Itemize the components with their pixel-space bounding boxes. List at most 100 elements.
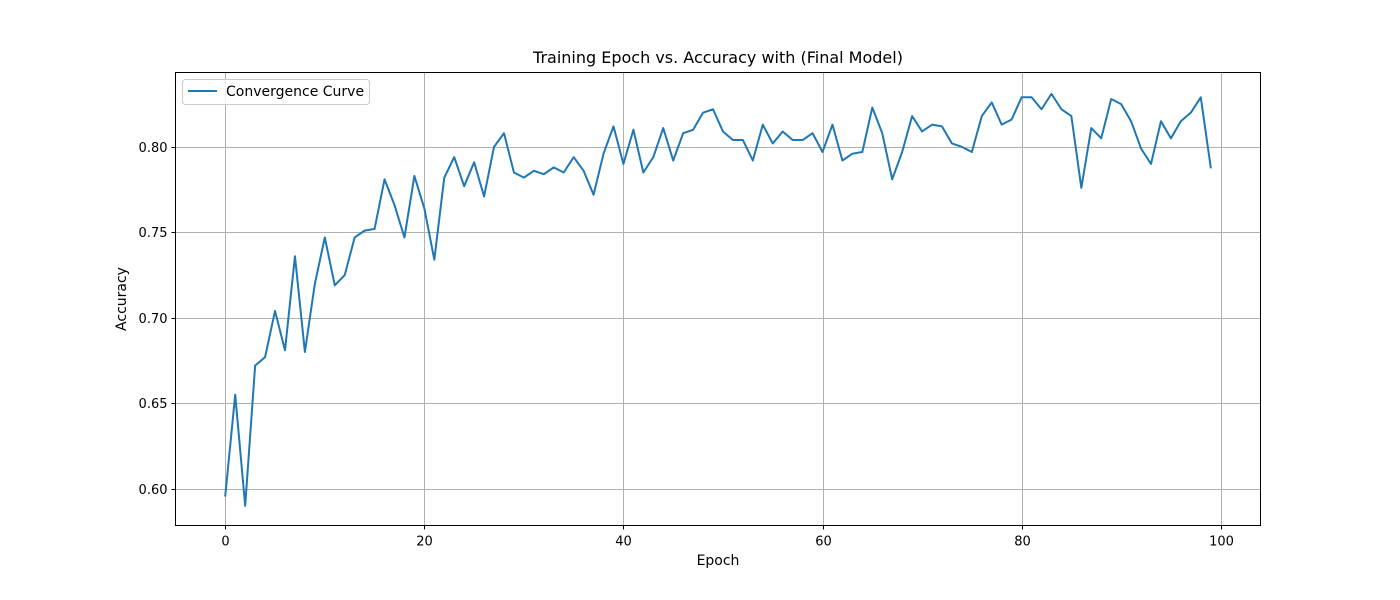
data-point: [463, 185, 465, 187]
plot-frame: [175, 72, 1261, 526]
data-point: [812, 132, 814, 134]
x-tick-label: 80: [1014, 535, 1031, 550]
data-point: [682, 132, 684, 134]
x-tick-label: 0: [221, 535, 229, 550]
data-point: [453, 156, 455, 158]
chart-title: Training Epoch vs. Accuracy with (Final …: [532, 48, 903, 67]
y-tick-label: 0.80: [139, 141, 168, 156]
data-point: [483, 195, 485, 197]
data-point: [1140, 148, 1142, 150]
data-point: [1060, 108, 1062, 110]
data-point: [354, 236, 356, 238]
data-point: [1170, 137, 1172, 139]
series-layer: [224, 92, 1212, 507]
data-point: [1080, 187, 1082, 189]
data-point: [841, 160, 843, 162]
data-point: [772, 142, 774, 144]
data-point: [632, 129, 634, 131]
data-point: [1001, 124, 1003, 126]
data-point: [364, 230, 366, 232]
data-point: [612, 125, 614, 127]
legend-label: Convergence Curve: [226, 84, 364, 100]
data-point: [672, 160, 674, 162]
data-point: [921, 130, 923, 132]
data-point: [702, 112, 704, 114]
data-point: [742, 139, 744, 141]
data-point: [881, 132, 883, 134]
data-point: [274, 310, 276, 312]
data-point: [1050, 93, 1052, 95]
data-point: [861, 151, 863, 153]
grid-lines: [175, 72, 1261, 526]
data-point: [1090, 127, 1092, 129]
data-point: [1070, 115, 1072, 117]
data-point: [1011, 119, 1013, 121]
data-point: [911, 115, 913, 117]
data-point: [732, 139, 734, 141]
x-tick-label: 100: [1209, 535, 1234, 550]
data-point: [284, 349, 286, 351]
data-point: [1100, 137, 1102, 139]
data-point: [324, 236, 326, 238]
data-point: [384, 178, 386, 180]
y-tick-label: 0.70: [139, 312, 168, 327]
data-point: [802, 139, 804, 141]
data-point: [652, 156, 654, 158]
data-point: [762, 124, 764, 126]
data-point: [523, 177, 525, 179]
data-point: [792, 139, 794, 141]
data-point: [294, 255, 296, 257]
data-point: [583, 170, 585, 172]
y-axis: 0.60 0.65 0.70 0.75 0.80: [139, 141, 176, 498]
data-point: [413, 175, 415, 177]
data-point: [553, 166, 555, 168]
data-point: [314, 283, 316, 285]
data-point: [1190, 112, 1192, 114]
y-tick-label: 0.65: [139, 397, 168, 412]
data-point: [782, 130, 784, 132]
data-point: [433, 259, 435, 261]
x-tick-label: 40: [615, 535, 632, 550]
data-point: [393, 204, 395, 206]
data-point: [831, 124, 833, 126]
data-point: [981, 115, 983, 117]
data-point: [304, 351, 306, 353]
data-point: [1200, 96, 1202, 98]
data-point: [543, 173, 545, 175]
legend: Convergence Curve: [182, 79, 370, 105]
data-point: [264, 356, 266, 358]
data-point: [1021, 96, 1023, 98]
data-point: [1160, 120, 1162, 122]
data-point: [573, 156, 575, 158]
data-point: [503, 132, 505, 134]
data-point: [901, 151, 903, 153]
data-point: [1120, 103, 1122, 105]
data-point: [513, 172, 515, 174]
legend-box: [182, 79, 370, 105]
data-point: [334, 284, 336, 286]
data-point: [1150, 163, 1152, 165]
data-point: [403, 236, 405, 238]
data-point: [622, 163, 624, 165]
y-tick-label: 0.60: [139, 483, 168, 498]
data-point: [951, 142, 953, 144]
data-point: [662, 127, 664, 129]
data-point: [1180, 120, 1182, 122]
data-point: [344, 274, 346, 276]
data-point: [1210, 166, 1212, 168]
data-point: [722, 130, 724, 132]
x-axis-label: Epoch: [697, 553, 740, 569]
data-point: [533, 170, 535, 172]
series-line-convergence-curve: [224, 92, 1212, 507]
x-tick-label: 20: [416, 535, 433, 550]
data-point: [891, 178, 893, 180]
data-point: [493, 146, 495, 148]
data-point: [1110, 98, 1112, 100]
data-point: [931, 124, 933, 126]
data-point: [1041, 108, 1043, 110]
data-point: [822, 151, 824, 153]
data-point: [563, 172, 565, 174]
data-point: [234, 394, 236, 396]
data-point: [971, 151, 973, 153]
